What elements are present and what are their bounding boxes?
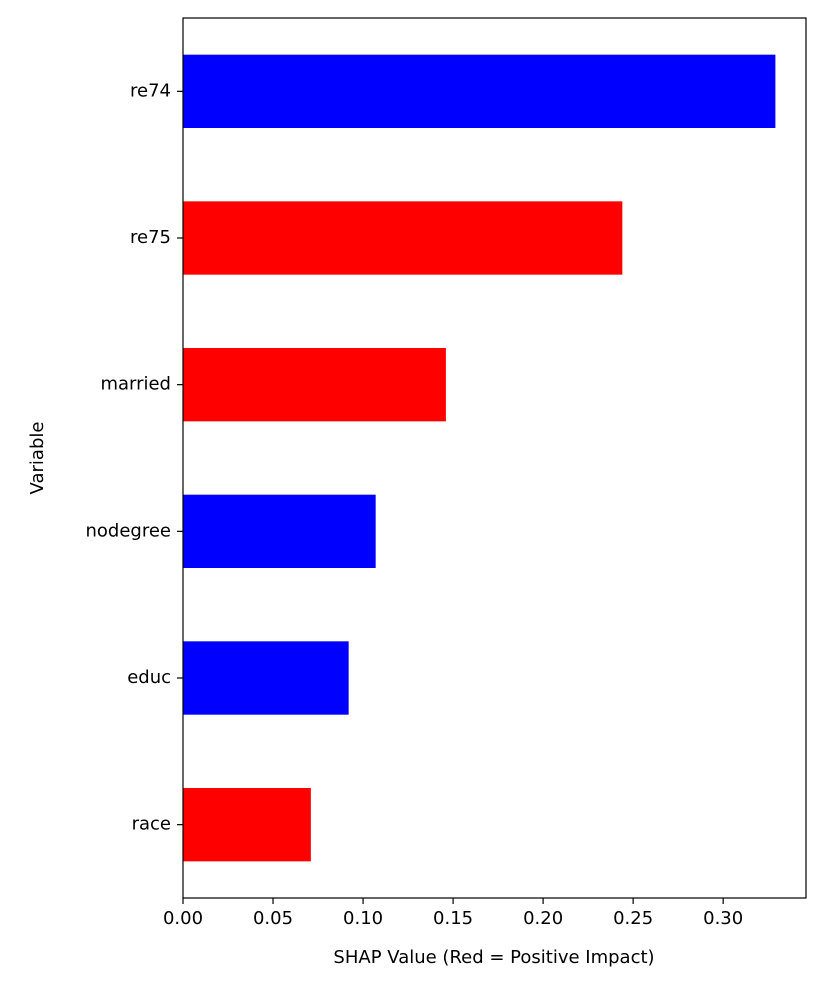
- bar: [183, 201, 623, 275]
- y-tick-label: re74: [130, 80, 171, 101]
- x-tick-label: 0.20: [523, 908, 563, 929]
- x-tick-label: 0.30: [703, 908, 743, 929]
- y-tick-label: re75: [130, 227, 171, 248]
- x-tick-label: 0.10: [343, 908, 383, 929]
- bar: [183, 494, 376, 568]
- bar: [183, 641, 349, 715]
- y-tick-label: married: [100, 374, 171, 395]
- y-tick-label: race: [132, 814, 171, 835]
- x-tick-label: 0.15: [433, 908, 473, 929]
- y-axis-label: Variable: [27, 422, 48, 495]
- x-tick-label: 0.00: [163, 908, 203, 929]
- plot-frame: [182, 17, 807, 899]
- x-tick-label: 0.25: [613, 908, 653, 929]
- y-tick-label: nodegree: [86, 520, 172, 541]
- bar: [183, 788, 311, 862]
- y-tick-label: educ: [127, 667, 171, 688]
- bar: [183, 54, 776, 128]
- x-axis-label: SHAP Value (Red = Positive Impact): [333, 947, 654, 968]
- x-tick-label: 0.05: [253, 908, 293, 929]
- bar: [183, 348, 446, 422]
